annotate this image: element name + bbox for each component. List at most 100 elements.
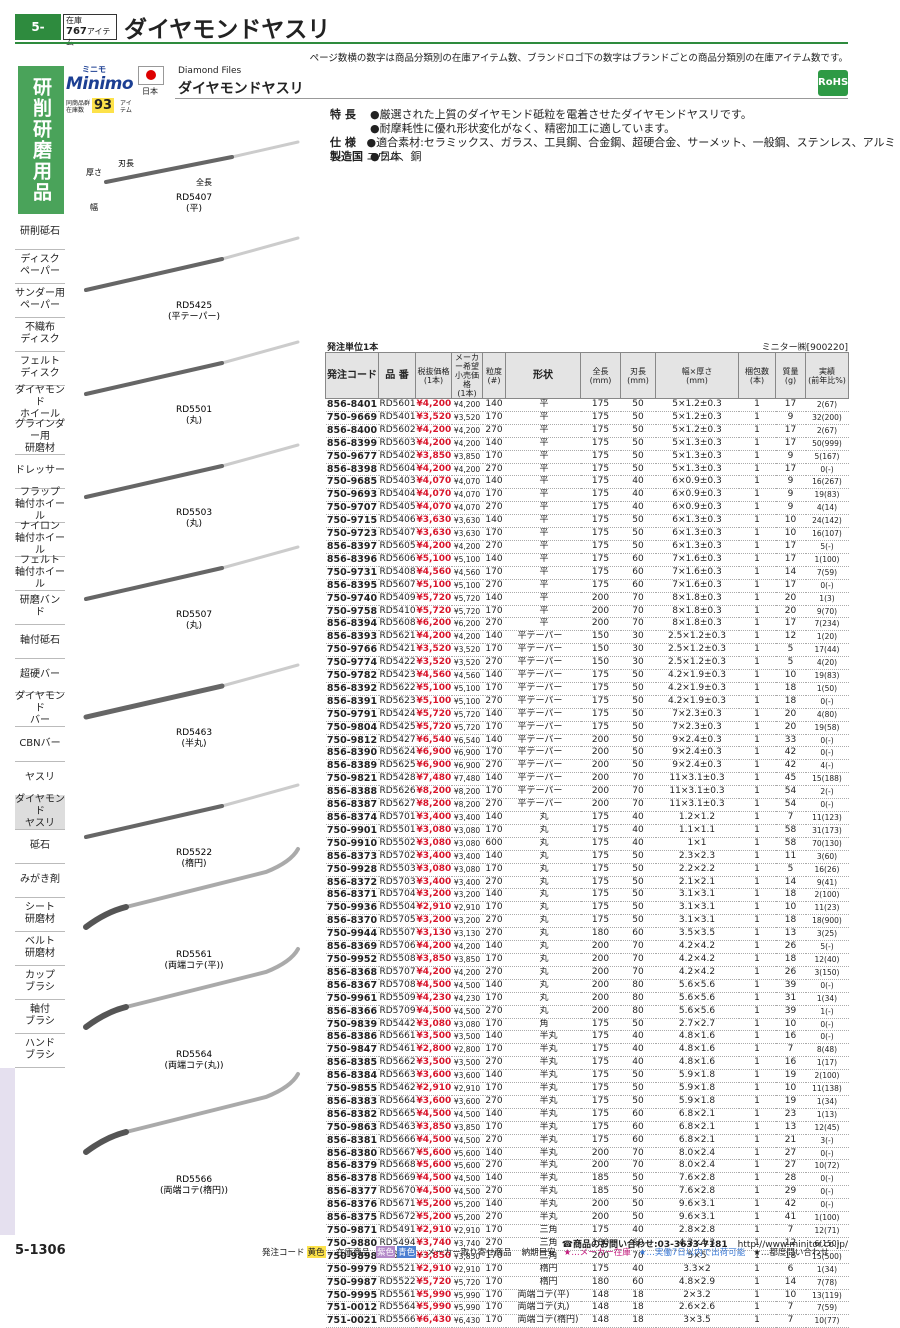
table-cell: 17: [775, 617, 806, 632]
table-cell: 1: [738, 888, 776, 903]
table-cell: 1: [738, 695, 776, 709]
table-cell: 7×2.3±0.3: [655, 721, 739, 735]
table-cell: ¥3,850: [415, 953, 452, 967]
table-body: 856-8401 RD5601 ¥4,200 ¥4,200 140 平 175 50 5×1.2…: [325, 398, 849, 1328]
table-row: 856-8392 RD5622 ¥5,100 ¥5,100 170 平テーパー 175 50 4…: [325, 682, 849, 696]
table-cell: 41: [775, 1211, 806, 1225]
table-cell: 750-9910: [325, 837, 379, 851]
table-cell: 丸: [505, 940, 581, 954]
table-cell: 9: [775, 475, 806, 490]
table-cell: 270: [482, 1095, 506, 1109]
table-cell: 角: [505, 1018, 581, 1032]
figure-model: RD5522: [176, 848, 212, 858]
spec-label: 特 長: [330, 108, 356, 121]
spec-label: 製造国: [330, 150, 363, 163]
table-row: 750-9766 RD5421 ¥3,520 ¥3,520 170 平テーパー 150 30 2…: [325, 643, 849, 658]
table-cell: 270: [482, 501, 506, 516]
table-cell: 9: [775, 488, 806, 503]
table-cell: ¥5,720: [451, 721, 483, 735]
table-cell: 19: [775, 1095, 806, 1109]
table-cell: 4.2×1.9±0.3: [655, 669, 739, 683]
table-cell: 1: [738, 437, 776, 451]
table-cell: 23: [775, 1108, 806, 1122]
table-cell: 平: [505, 527, 581, 541]
table-cell: 175: [580, 450, 621, 464]
table-cell: RD5669: [378, 1172, 416, 1187]
table-cell: ¥4,500: [451, 979, 483, 993]
table-cell: 856-8370: [325, 914, 379, 929]
legend-item: 発注コード: [262, 1248, 305, 1258]
table-cell: 200: [580, 759, 621, 774]
table-cell: 856-8399: [325, 437, 379, 451]
table-cell: 13: [775, 1121, 806, 1135]
table-cell: ¥5,100: [415, 695, 452, 709]
file-blade: [83, 683, 225, 720]
table-cell: 50: [620, 540, 656, 554]
table-cell: 175: [580, 721, 621, 735]
url[interactable]: http://www.minitor.co.jp/: [737, 1240, 848, 1250]
table-cell: 70: [620, 966, 656, 980]
table-cell: 5×1.3±0.3: [655, 437, 739, 451]
sidebar-item: ダイヤモンド ホイール: [15, 384, 65, 421]
table-cell: 60: [620, 1276, 656, 1290]
table-cell: 150: [580, 656, 621, 671]
table-cell: 50: [620, 863, 656, 877]
table-cell: 1: [738, 1172, 776, 1187]
table-cell: 856-8374: [325, 811, 379, 825]
table-row: 856-8394 RD5608 ¥6,200 ¥6,200 270 平 200 70 8×1.8…: [325, 617, 849, 632]
table-cell: 170: [482, 605, 506, 619]
table-cell: 856-8391: [325, 695, 379, 709]
table-cell: 平: [505, 553, 581, 567]
table-cell: 2.3×2.3: [655, 850, 739, 864]
table-cell: 70: [620, 940, 656, 954]
table-cell: RD5564: [378, 1301, 416, 1316]
table-cell: 平: [505, 463, 581, 477]
table-cell: 1: [738, 876, 776, 890]
table-cell: ¥2,910: [451, 901, 483, 916]
table-cell: 平: [505, 501, 581, 516]
table-cell: 856-8390: [325, 746, 379, 761]
table-cell: ¥6,540: [451, 734, 483, 748]
contact: ☎商品のお問い合わせ:03-3633-7181 http://www.minito…: [562, 1237, 848, 1250]
table-cell: 70: [620, 798, 656, 812]
table-row: 856-8374 RD5701 ¥3,400 ¥3,400 140 丸 175 40 1.2×1…: [325, 811, 849, 825]
table-cell: ¥3,080: [451, 1018, 483, 1032]
table-row: 856-8390 RD5624 ¥6,900 ¥6,900 170 平テーパー 200 50 9…: [325, 746, 849, 761]
brand-kana: ミニモ: [82, 65, 106, 74]
table-cell: ¥3,740: [415, 1237, 452, 1251]
sidebar-item: ダイヤモンド バー: [15, 691, 65, 728]
table-row: 750-9847 RD5461 ¥2,800 ¥2,800 170 半丸 175 40 4.8×…: [325, 1043, 849, 1058]
table-cell: 175: [580, 527, 621, 541]
file-blade: [84, 464, 224, 499]
table-cell: 10(77): [805, 1314, 849, 1328]
table-cell: ¥5,990: [451, 1301, 483, 1316]
spec-lines: ●厳選された上質のダイヤモンド砥粒を電着させたダイヤモンドヤスリです。 ●耐摩耗性…: [370, 108, 752, 136]
table-cell: 0(-): [805, 579, 849, 593]
table-row: 856-8389 RD5625 ¥6,900 ¥6,900 270 平テーパー 200 50 9…: [325, 759, 849, 774]
table-cell: 750-9847: [325, 1043, 379, 1058]
table-cell: 856-8366: [325, 1005, 379, 1019]
table-cell: 70: [620, 1147, 656, 1161]
table-cell: 33: [775, 734, 806, 748]
table-cell: 175: [580, 437, 621, 451]
table-cell: 175: [580, 1224, 621, 1238]
table-cell: 8×1.8±0.3: [655, 592, 739, 606]
table-cell: 1(34): [805, 992, 849, 1006]
table-cell: ¥3,080: [451, 863, 483, 877]
table-cell: 1: [738, 1082, 776, 1096]
table-cell: 750-9995: [325, 1289, 379, 1303]
table-row: 750-9782 RD5423 ¥4,560 ¥4,560 140 平テーパー 175 50 4…: [325, 669, 849, 683]
table-cell: ¥3,520: [451, 643, 483, 658]
spec-row: 製造国 ●日本: [330, 150, 402, 164]
table-cell: 6×1.3±0.3: [655, 540, 739, 554]
table-cell: 140: [482, 979, 506, 993]
table-cell: 1: [738, 734, 776, 748]
table-cell: 1: [738, 850, 776, 864]
table-cell: RD5406: [378, 514, 416, 529]
table-cell: 1: [738, 1314, 776, 1328]
table-cell: ¥4,200: [415, 630, 452, 645]
sidebar-item: ハンド ブラシ: [15, 1033, 65, 1069]
table-cell: ¥4,200: [451, 630, 483, 645]
table-cell: 1.2×1.2: [655, 811, 739, 825]
table-cell: 28: [775, 1172, 806, 1187]
